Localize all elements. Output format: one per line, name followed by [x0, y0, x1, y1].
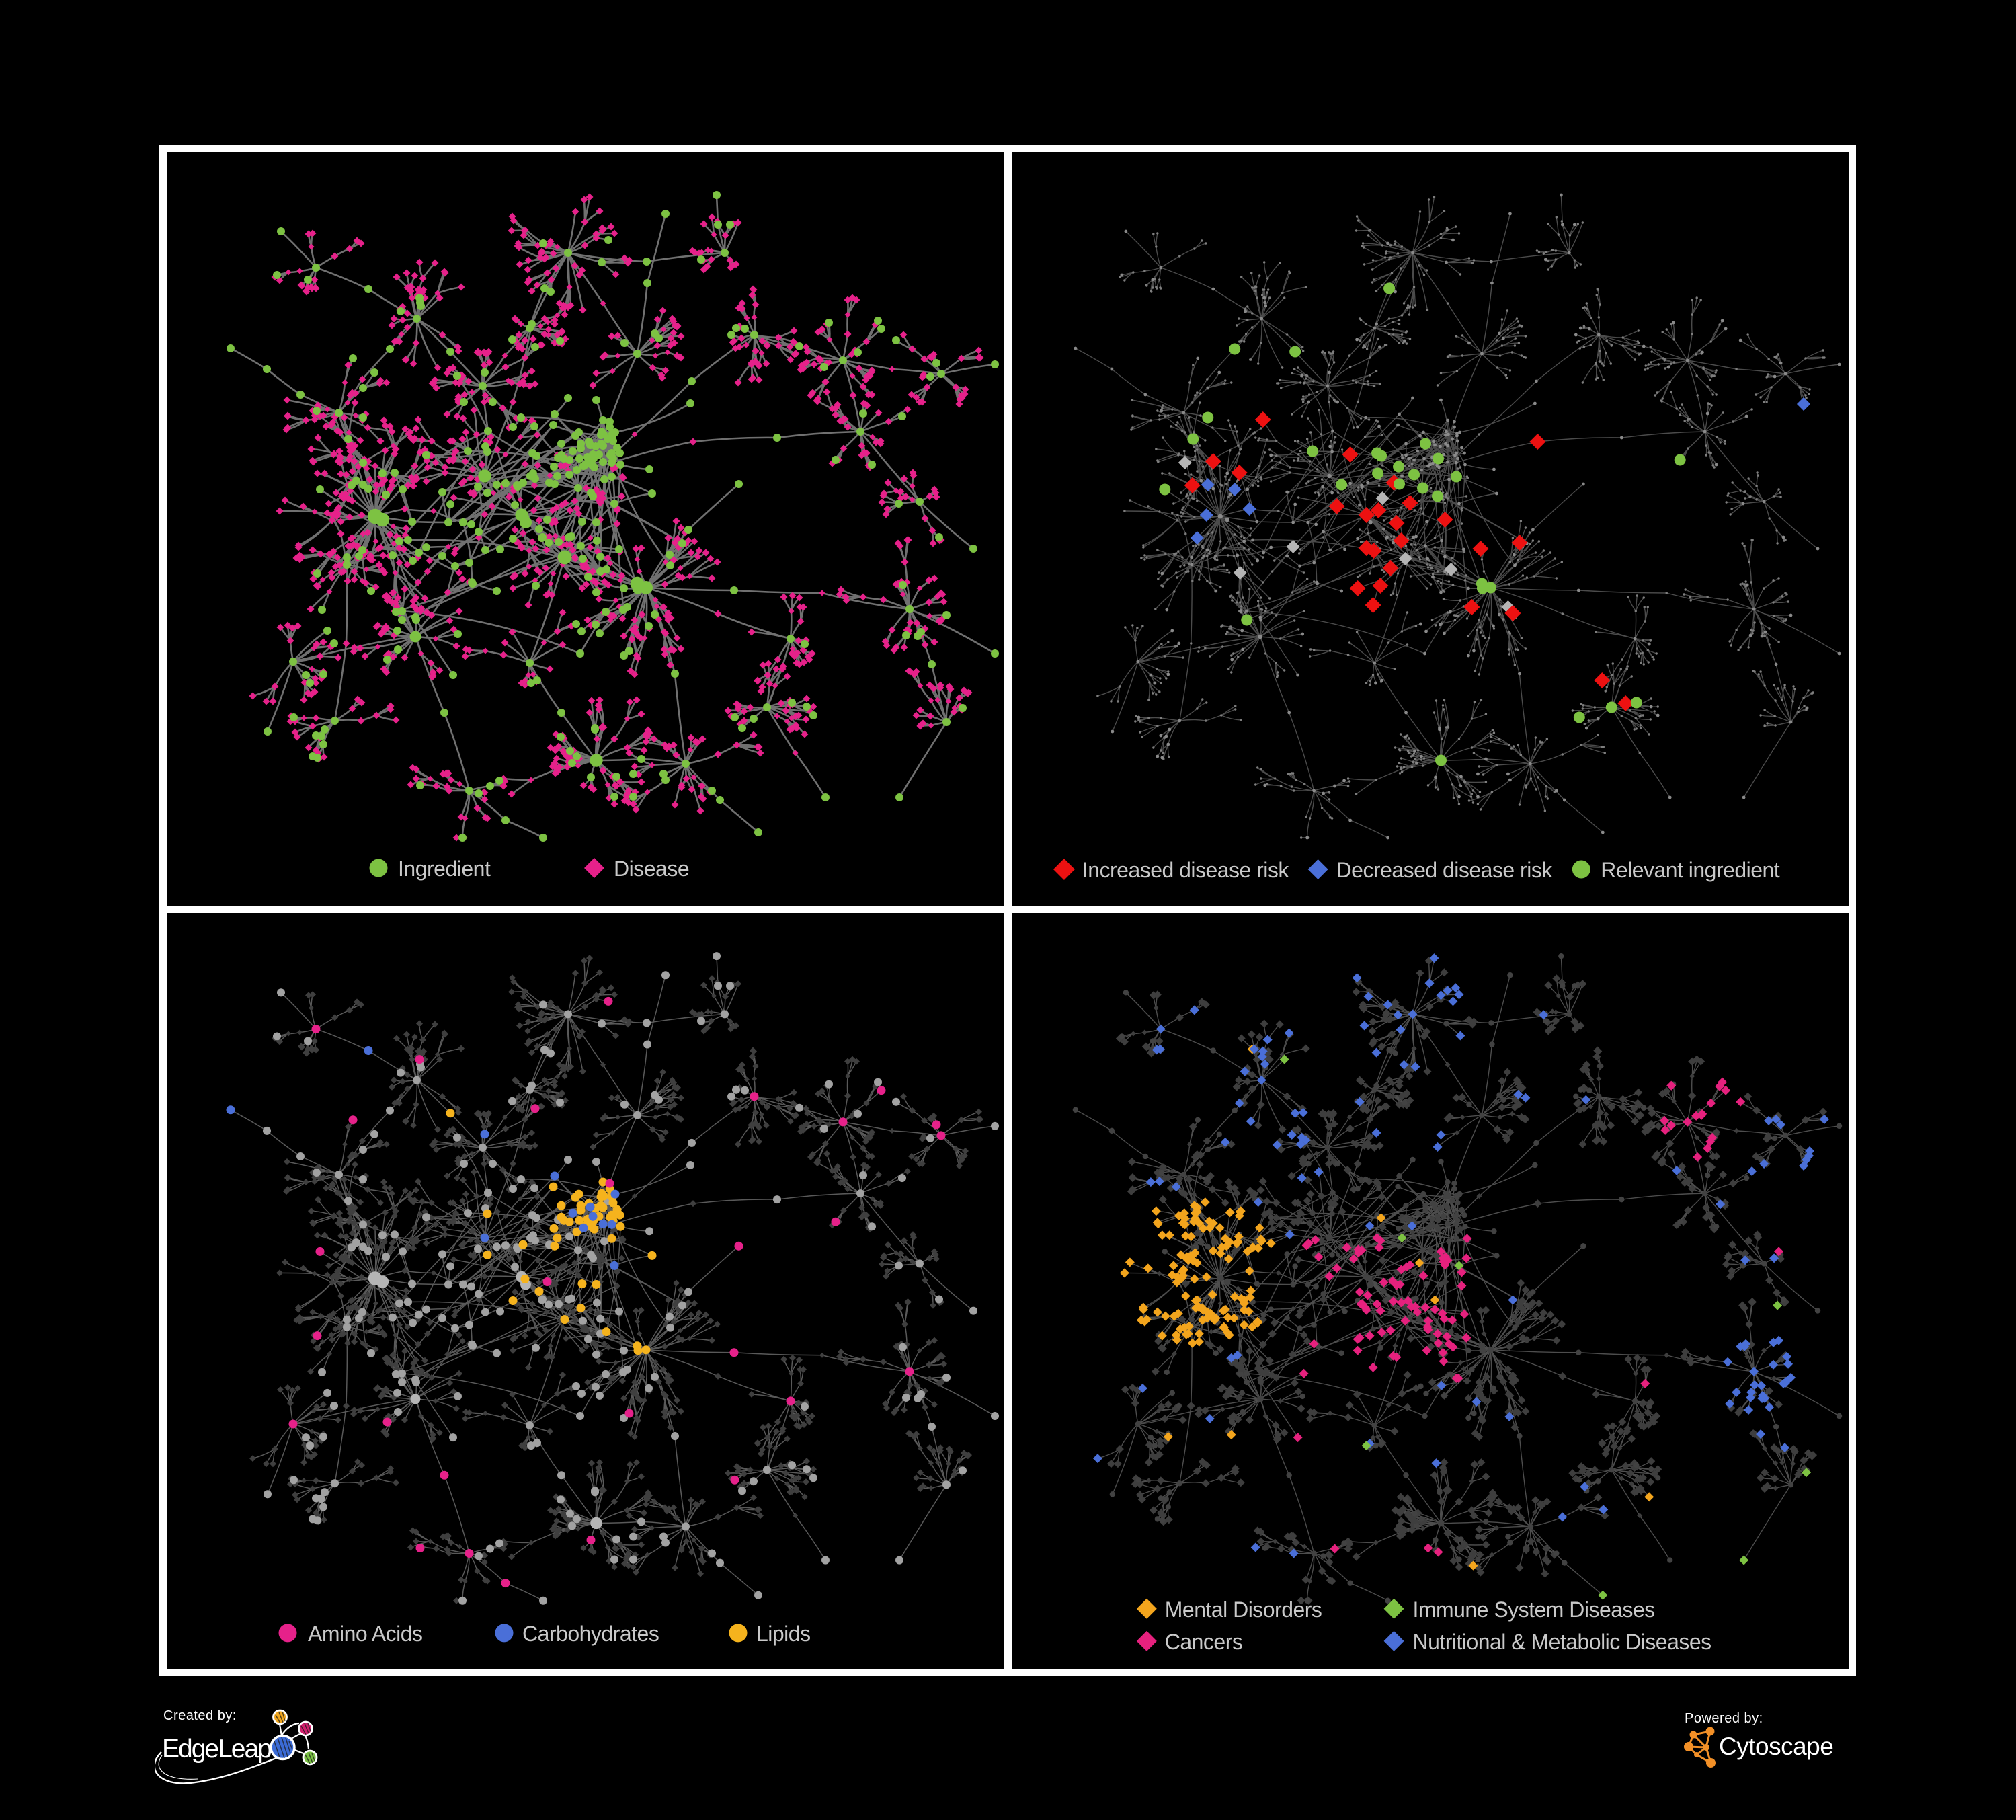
svg-text:Increased disease risk: Increased disease risk	[1082, 858, 1289, 882]
svg-text:Nutritional & Metabolic Diseas: Nutritional & Metabolic Diseases	[1413, 1630, 1711, 1654]
svg-text:Carbohydrates: Carbohydrates	[522, 1622, 659, 1646]
svg-text:Lipids: Lipids	[756, 1622, 811, 1646]
svg-text:Disease: Disease	[614, 857, 689, 881]
svg-text:Relevant ingredient: Relevant ingredient	[1601, 858, 1779, 882]
svg-text:Ingredient: Ingredient	[398, 857, 491, 881]
svg-text:Immune System Diseases: Immune System Diseases	[1413, 1597, 1655, 1622]
svg-text:Cancers: Cancers	[1165, 1630, 1243, 1654]
svg-text:Decreased disease risk: Decreased disease risk	[1336, 858, 1554, 882]
svg-text:Amino Acids: Amino Acids	[308, 1622, 423, 1646]
svg-text:Mental Disorders: Mental Disorders	[1165, 1597, 1322, 1622]
